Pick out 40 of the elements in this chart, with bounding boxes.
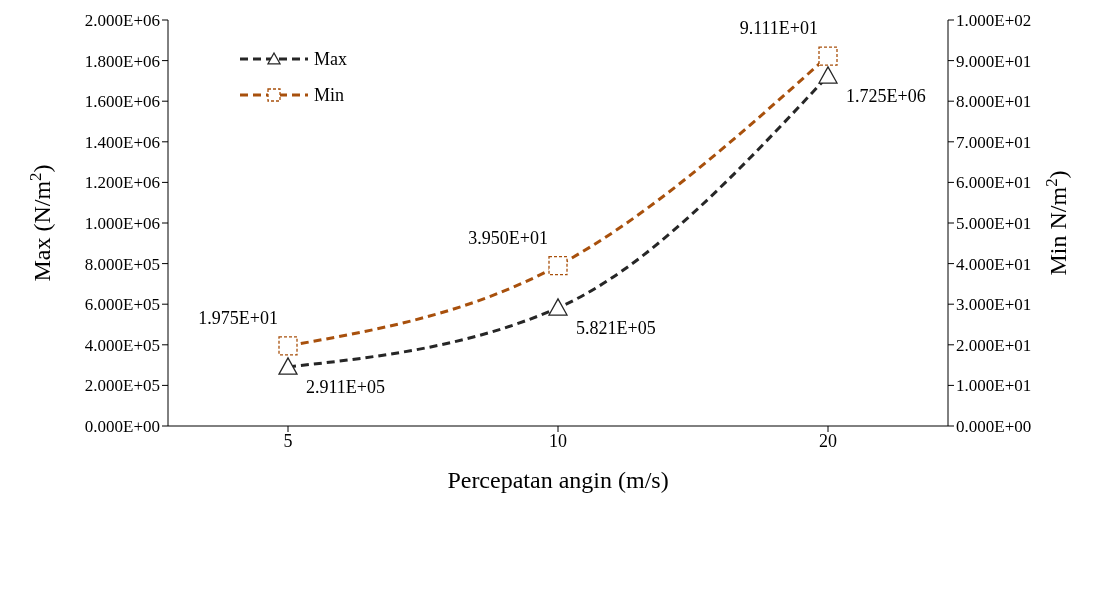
x-tick-label: 5 bbox=[283, 430, 293, 451]
y2-tick-label: 3.000E+01 bbox=[956, 295, 1032, 315]
x-tick-label: 20 bbox=[819, 430, 837, 451]
y-tick-label: 1.600E+06 bbox=[84, 92, 160, 112]
data-label: 1.725E+06 bbox=[846, 85, 926, 106]
legend-label: Max bbox=[314, 48, 347, 70]
y-tick-label: 1.400E+06 bbox=[84, 132, 160, 152]
point bbox=[548, 298, 568, 316]
y2-tick-label: 7.000E+01 bbox=[956, 132, 1032, 152]
y2-tick-label: 1.000E+02 bbox=[956, 11, 1032, 31]
y-tick-label: 1.000E+06 bbox=[84, 214, 160, 234]
point bbox=[818, 66, 838, 84]
y-tick-label: 8.000E+05 bbox=[84, 254, 160, 274]
x-axis-title: Percepatan angin (m/s) bbox=[447, 467, 669, 493]
data-label: 9.111E+01 bbox=[739, 18, 818, 39]
y-tick-label: 1.200E+06 bbox=[84, 173, 160, 193]
y-tick-label: 0.000E+00 bbox=[84, 417, 160, 437]
data-label: 2.911E+05 bbox=[306, 376, 385, 397]
y-tick-label: 1.800E+06 bbox=[84, 51, 160, 71]
point bbox=[548, 255, 568, 276]
x-tick-label: 10 bbox=[549, 430, 567, 451]
y2-tick-label: 5.000E+01 bbox=[956, 214, 1032, 234]
y2-tick-label: 8.000E+01 bbox=[956, 92, 1032, 112]
y-tick-label: 6.000E+05 bbox=[84, 295, 160, 315]
y2-tick-label: 4.000E+01 bbox=[956, 254, 1032, 274]
point bbox=[278, 357, 298, 375]
data-label: 5.821E+05 bbox=[576, 317, 656, 338]
data-label: 1.975E+01 bbox=[198, 307, 278, 328]
data-label: 3.950E+01 bbox=[468, 227, 548, 248]
y-tick-label: 2.000E+05 bbox=[84, 376, 160, 396]
point bbox=[818, 46, 838, 66]
y2-tick-label: 1.000E+01 bbox=[956, 376, 1032, 396]
legend-label: Min bbox=[314, 84, 345, 106]
y2-tick-label: 6.000E+01 bbox=[956, 173, 1032, 193]
y2-tick-label: 9.000E+01 bbox=[956, 51, 1032, 71]
point bbox=[278, 336, 298, 356]
y2-tick-label: 2.000E+01 bbox=[956, 335, 1032, 355]
y-tick-label: 2.000E+06 bbox=[84, 11, 160, 31]
y-tick-label: 4.000E+05 bbox=[84, 335, 160, 355]
y2-tick-label: 0.000E+00 bbox=[956, 417, 1032, 437]
